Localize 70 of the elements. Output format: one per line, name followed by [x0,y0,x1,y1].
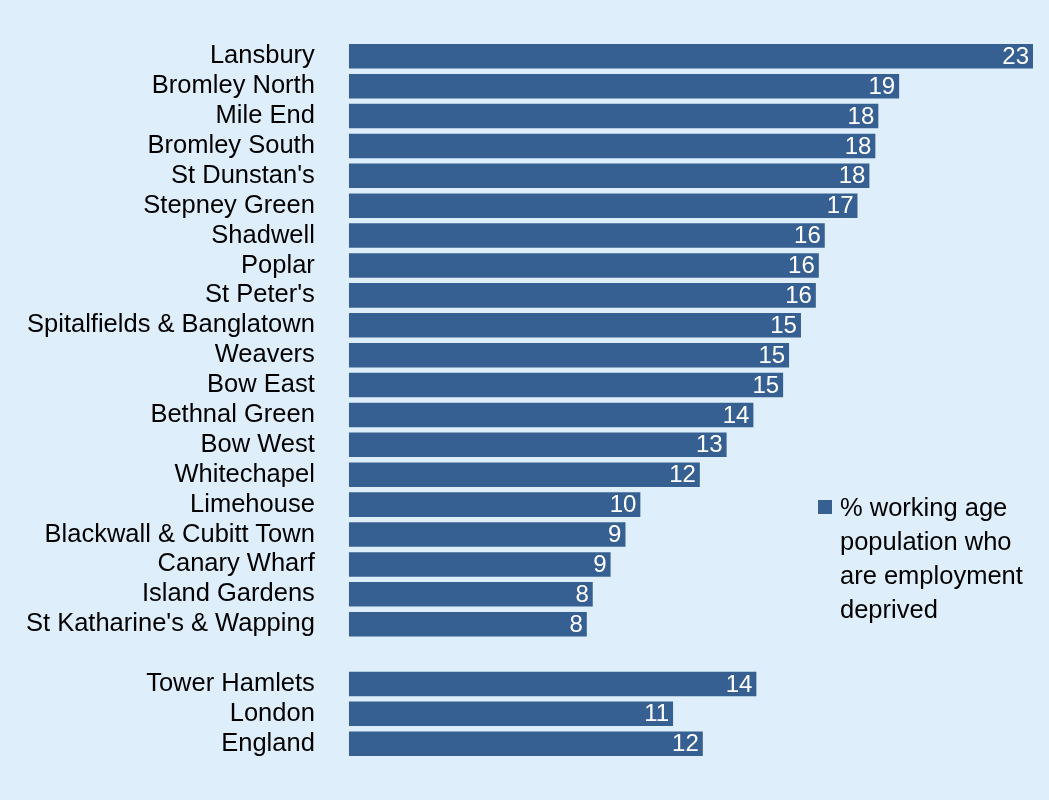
y-tick-label: England [221,727,315,756]
y-tick-label: St Peter's [205,279,315,308]
y-tick-label: Weavers [214,339,315,368]
bar [348,43,1033,69]
y-tick-label: Bow West [200,428,315,457]
legend-label: % working age population who are employment deprived [840,492,1024,625]
data-label: 23 [1002,41,1029,69]
data-label: 8 [569,609,583,637]
bar [348,193,858,218]
bar [348,73,900,99]
data-label: 14 [725,669,753,697]
y-tick-label: St Dunstan's [171,159,315,188]
y-tick-label: Bow East [207,369,315,398]
y-tick-label: Bromley North [151,70,315,99]
data-label: 10 [609,490,637,518]
bar [348,522,626,547]
y-tick-label: Bromley South [147,129,315,158]
bar [348,552,611,577]
data-label: 15 [758,340,786,368]
y-tick-label: Whitechapel [174,458,315,487]
y-tick-label: Poplar [241,249,316,278]
bar [348,163,870,189]
data-label: 18 [847,101,875,129]
data-label: 16 [788,251,815,279]
y-tick-label: Shadwell [211,219,315,248]
y-tick-label: Blackwall & Cubitt Town [44,518,315,547]
data-label: 9 [608,520,622,548]
y-tick-label: Bethnal Green [150,398,315,427]
data-label: 15 [752,370,780,398]
bar [348,731,703,757]
y-tick-label: Limehouse [190,488,315,517]
data-label: 16 [794,221,821,249]
y-tick-label: Spitalfields & Banglatown [27,309,315,338]
data-label: 11 [644,699,670,727]
y-tick-label: St Katharine's & Wapping [25,608,315,637]
data-label: 19 [868,71,896,99]
data-label: 16 [785,281,812,308]
bar [348,283,816,308]
bar [348,701,674,727]
y-tick-label: Lansbury [209,40,316,69]
data-label: 13 [695,430,723,458]
bar [348,103,879,129]
bar [348,342,790,368]
bar [348,253,819,278]
y-tick-label: Canary Wharf [157,548,316,577]
data-label: 18 [838,161,866,189]
bar [348,372,784,398]
bar [348,223,825,248]
data-label: 9 [593,550,607,578]
data-label: 18 [844,131,872,159]
bar [348,432,727,458]
bar [348,313,801,338]
data-label: 12 [672,729,699,757]
y-tick-label: London [229,697,315,726]
y-tick-label: Tower Hamlets [146,668,315,696]
y-tick-label: Island Gardens [141,578,315,607]
bar [348,611,587,637]
bar [348,133,876,159]
bar [348,462,700,487]
bar [348,582,593,607]
y-tick-label: Stepney Green [143,189,315,218]
data-label: 14 [722,400,750,428]
bar [348,671,757,697]
data-label: 12 [669,460,696,488]
bar [348,402,754,428]
y-tick-label: Mile End [215,100,315,129]
data-label: 8 [575,579,589,607]
data-label: 17 [826,191,854,219]
bar [348,492,641,517]
data-label: 15 [770,310,797,338]
